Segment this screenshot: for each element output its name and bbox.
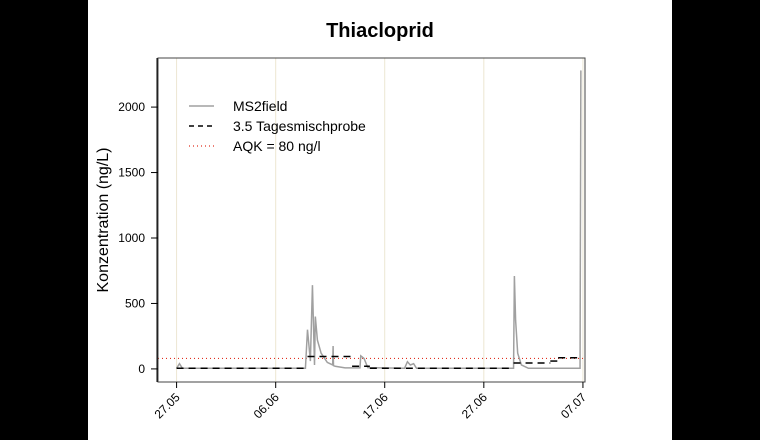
x-tick-label: 07.07: [558, 390, 589, 421]
legend-label-ms2field: MS2field: [233, 98, 287, 114]
chart: Thiacloprid Konzentration (ng/L) 27.05 06…: [95, 20, 589, 421]
chart-title: Thiacloprid: [326, 20, 434, 42]
legend-label-aqk: AQK = 80 ng/l: [233, 138, 321, 154]
x-tick-label: 06.06: [251, 390, 282, 421]
x-tick-label: 17.06: [360, 390, 391, 421]
y-tick-label: 1500: [118, 166, 145, 180]
y-tick-label: 2000: [118, 100, 145, 114]
plot-border: [157, 57, 586, 383]
y-axis-label: Konzentration (ng/L): [95, 148, 112, 293]
y-tick-label: 0: [138, 362, 145, 376]
legend-label-tagesmischprobe: 3.5 Tagesmischprobe: [233, 118, 366, 134]
chart-canvas: Thiacloprid Konzentration (ng/L) 27.05 06…: [88, 0, 672, 440]
ms2field-line: [175, 70, 582, 370]
legend: MS2field 3.5 Tagesmischprobe AQK = 80 ng…: [189, 98, 366, 154]
y-tick-label: 500: [125, 296, 145, 310]
y-tick-label: 1000: [118, 231, 145, 245]
x-tick-label: 27.06: [459, 390, 490, 421]
x-tick-label: 27.05: [152, 390, 183, 421]
